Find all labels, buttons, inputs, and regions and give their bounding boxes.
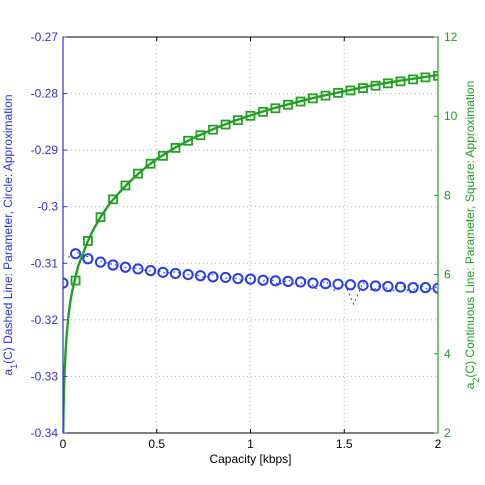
a2-approximation-point (170, 142, 181, 153)
a2-approximation-point (133, 168, 143, 179)
a2-approximation-point (158, 150, 168, 161)
y-right-tick-label: 6 (444, 268, 451, 282)
a2-approximation-point (220, 119, 231, 130)
a1-approximation-point (132, 263, 144, 275)
a1-approximation-point (382, 280, 394, 293)
a1-approximation-point (357, 279, 369, 291)
a1-approximation-point (169, 267, 182, 280)
a1-approximation-point (257, 274, 269, 286)
grid-lines (63, 37, 438, 433)
y-axis-left-label-symbol: a (1, 369, 15, 376)
a1-approximation-point (194, 270, 207, 282)
a2-approximation-point (120, 180, 131, 191)
y-right-tick-label: 2 (444, 426, 451, 440)
a1-parameter-dashed-line (68, 248, 438, 306)
a2-parameter-line (63, 73, 438, 433)
y-axis-left-label-subscript: 1 (9, 364, 19, 369)
a1-approximation-point (232, 272, 244, 285)
x-tick-label: 1.5 (336, 437, 353, 451)
plot-area (63, 70, 438, 433)
y-left-tick-label: -0.29 (31, 143, 59, 157)
a1-approximation-point (369, 280, 382, 292)
y-right-tick-label: 10 (444, 109, 458, 123)
a2-approximation-point (108, 194, 118, 205)
a1-approximation-point (319, 278, 332, 290)
x-tick-label: 2 (435, 437, 442, 451)
y-left-tick-label: -0.33 (31, 369, 59, 383)
y-left-tick-label: -0.27 (31, 30, 59, 44)
a1-approximation-point (269, 275, 282, 287)
axes: 0 0.5 1 1.5 2 -0.34 -0.33 -0.32 -0.31 -0.3 -0.29 -0… (31, 30, 458, 451)
a2-approximation-point (208, 124, 218, 135)
y-axis-left-label-text: (C) Dashed Line: Parameter, Circle: Appr… (1, 94, 15, 363)
x-tick-label: 0.5 (148, 437, 165, 451)
a2-approximation-point (145, 158, 156, 169)
x-tick-label: 1 (247, 437, 254, 451)
y-right-tick-label: 4 (444, 347, 451, 361)
y-right-tick-label: 12 (444, 30, 458, 44)
y-left-tick-label: -0.28 (31, 87, 59, 101)
y-axis-left-label: a1(C) Dashed Line: Parameter, Circle: Ap… (1, 94, 19, 375)
x-tick-label: 0 (60, 437, 67, 451)
a1-approximation-point (69, 248, 82, 260)
y-left-tick-label: -0.32 (31, 313, 59, 327)
a1-approximation-point (157, 266, 169, 278)
x-axis-label: Capacity [kbps] (209, 452, 291, 466)
a2-approximation-point (95, 212, 106, 223)
a1-approximation-point (344, 279, 357, 291)
a2-approximation-point (195, 130, 206, 141)
a1-approximation-point (94, 256, 107, 268)
y-right-tick-label: 8 (444, 188, 451, 202)
a1-approximation-point (282, 275, 294, 287)
y-left-tick-label: -0.34 (31, 426, 59, 440)
a1-approximation-point (419, 282, 432, 294)
a1-approximation-point (107, 259, 119, 271)
y-axis-right-label-subscript: 2 (471, 378, 481, 383)
a2-approximation-point (83, 236, 93, 246)
y-left-tick-label: -0.3 (37, 200, 58, 214)
y-axis-right-label-text: (C) Continuous Line: Parameter, Square: … (463, 81, 477, 378)
a1-approximation-point (307, 277, 319, 289)
y-axis-right-label: a2(C) Continuous Line: Parameter, Square… (463, 81, 481, 390)
y-left-tick-label: -0.31 (31, 256, 59, 270)
a1-approximation-point (119, 261, 132, 273)
a1-approximation-point (407, 282, 419, 294)
y-axis-right-label-symbol: a (463, 382, 477, 389)
a1-approximation-point (294, 276, 307, 288)
a2-approximation-point (183, 135, 193, 146)
